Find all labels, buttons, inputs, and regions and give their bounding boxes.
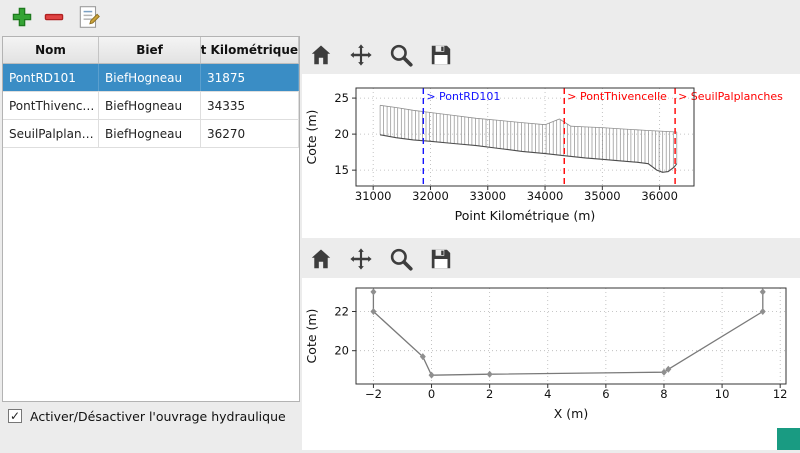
cell-pk: 31875 bbox=[201, 64, 299, 91]
zoom-button[interactable] bbox=[386, 244, 416, 274]
cell-bief: BiefHogneau bbox=[99, 120, 201, 147]
svg-text:25: 25 bbox=[334, 91, 349, 105]
svg-text:33000: 33000 bbox=[469, 189, 506, 203]
cross-section-figure[interactable]: −2 0 2 4 6 8 10 12 20 22 X (m) Cote (m) bbox=[302, 278, 800, 450]
app-toolbar bbox=[0, 0, 800, 34]
plus-icon bbox=[12, 7, 32, 27]
edit-form-icon bbox=[79, 6, 100, 28]
svg-text:20: 20 bbox=[334, 127, 349, 141]
svg-text:> PontThivencelle: > PontThivencelle bbox=[567, 90, 667, 103]
svg-text:X (m): X (m) bbox=[554, 406, 588, 421]
svg-text:−2: −2 bbox=[365, 387, 382, 401]
svg-text:36000: 36000 bbox=[641, 189, 678, 203]
longitudinal-profile-figure[interactable]: > PontRD101 > PontThivencelle > SeuilPalpl… bbox=[302, 74, 800, 238]
remove-ouvrage-button[interactable] bbox=[42, 6, 66, 30]
add-ouvrage-button[interactable] bbox=[10, 6, 34, 30]
svg-text:6: 6 bbox=[602, 387, 609, 401]
section-nav-toolbar bbox=[306, 244, 456, 276]
cell-pk: 34335 bbox=[201, 92, 299, 119]
home-button[interactable] bbox=[306, 244, 336, 274]
activate-checkbox-label: Activer/Désactiver l'ouvrage hydraulique bbox=[30, 408, 286, 424]
save-icon bbox=[431, 45, 451, 65]
svg-text:32000: 32000 bbox=[412, 189, 449, 203]
home-icon bbox=[311, 45, 331, 65]
column-header-nom[interactable]: Nom bbox=[3, 37, 99, 63]
pan-icon bbox=[350, 248, 372, 270]
teal-corner-accent bbox=[777, 428, 800, 450]
svg-text:15: 15 bbox=[334, 163, 349, 177]
svg-text:20: 20 bbox=[334, 344, 349, 358]
svg-text:> PontRD101: > PontRD101 bbox=[426, 90, 500, 103]
home-icon bbox=[311, 249, 331, 269]
edit-ouvrage-button[interactable] bbox=[76, 4, 102, 30]
zoom-icon bbox=[390, 248, 413, 271]
svg-text:31000: 31000 bbox=[355, 189, 392, 203]
cell-pk: 36270 bbox=[201, 120, 299, 147]
check-mark-icon: ✓ bbox=[9, 409, 21, 423]
minus-icon bbox=[44, 13, 64, 21]
svg-text:10: 10 bbox=[715, 387, 730, 401]
svg-text:Cote (m): Cote (m) bbox=[304, 309, 319, 364]
svg-text:4: 4 bbox=[544, 387, 551, 401]
svg-text:Point Kilométrique (m): Point Kilométrique (m) bbox=[455, 208, 596, 223]
save-button[interactable] bbox=[426, 40, 456, 70]
cell-nom: PontThivencelle bbox=[3, 92, 99, 119]
column-header-pk[interactable]: Point Kilométrique bbox=[201, 37, 299, 63]
svg-text:Cote (m): Cote (m) bbox=[304, 110, 319, 165]
pan-button[interactable] bbox=[346, 244, 376, 274]
save-icon bbox=[431, 249, 451, 269]
svg-text:34000: 34000 bbox=[527, 189, 564, 203]
svg-text:8: 8 bbox=[660, 387, 667, 401]
cell-bief: BiefHogneau bbox=[99, 92, 201, 119]
cell-nom: PontRD101 bbox=[3, 64, 99, 91]
profile-nav-toolbar bbox=[306, 40, 456, 72]
cell-bief: BiefHogneau bbox=[99, 64, 201, 91]
zoom-button[interactable] bbox=[386, 40, 416, 70]
svg-text:2: 2 bbox=[486, 387, 493, 401]
save-button[interactable] bbox=[426, 244, 456, 274]
svg-text:35000: 35000 bbox=[584, 189, 621, 203]
svg-text:0: 0 bbox=[428, 387, 435, 401]
activate-checkbox[interactable]: ✓ bbox=[8, 409, 22, 423]
table-header: Nom Bief Point Kilométrique bbox=[3, 37, 299, 64]
activate-ouvrage-row: ✓ Activer/Désactiver l'ouvrage hydrauliq… bbox=[8, 407, 286, 425]
table-row[interactable]: PontRD101 BiefHogneau 31875 bbox=[3, 64, 299, 92]
column-header-bief[interactable]: Bief bbox=[99, 37, 201, 63]
longitudinal-profile-chart: > PontRD101 > PontThivencelle > SeuilPalpl… bbox=[304, 87, 783, 223]
table-row[interactable]: SeuilPalplanches BiefHogneau 36270 bbox=[3, 120, 299, 148]
cross-section-chart: −2 0 2 4 6 8 10 12 20 22 X (m) Cote (m) bbox=[304, 287, 788, 421]
cell-nom: SeuilPalplanches bbox=[3, 120, 99, 147]
pan-icon bbox=[350, 44, 372, 66]
table-row[interactable]: PontThivencelle BiefHogneau 34335 bbox=[3, 92, 299, 120]
ouvrages-table: Nom Bief Point Kilométrique PontRD101 Bi… bbox=[2, 36, 300, 402]
svg-text:> SeuilPalplanches: > SeuilPalplanches bbox=[678, 90, 783, 103]
home-button[interactable] bbox=[306, 40, 336, 70]
svg-text:12: 12 bbox=[773, 387, 788, 401]
zoom-icon bbox=[390, 44, 413, 67]
pan-button[interactable] bbox=[346, 40, 376, 70]
svg-text:22: 22 bbox=[334, 305, 349, 319]
